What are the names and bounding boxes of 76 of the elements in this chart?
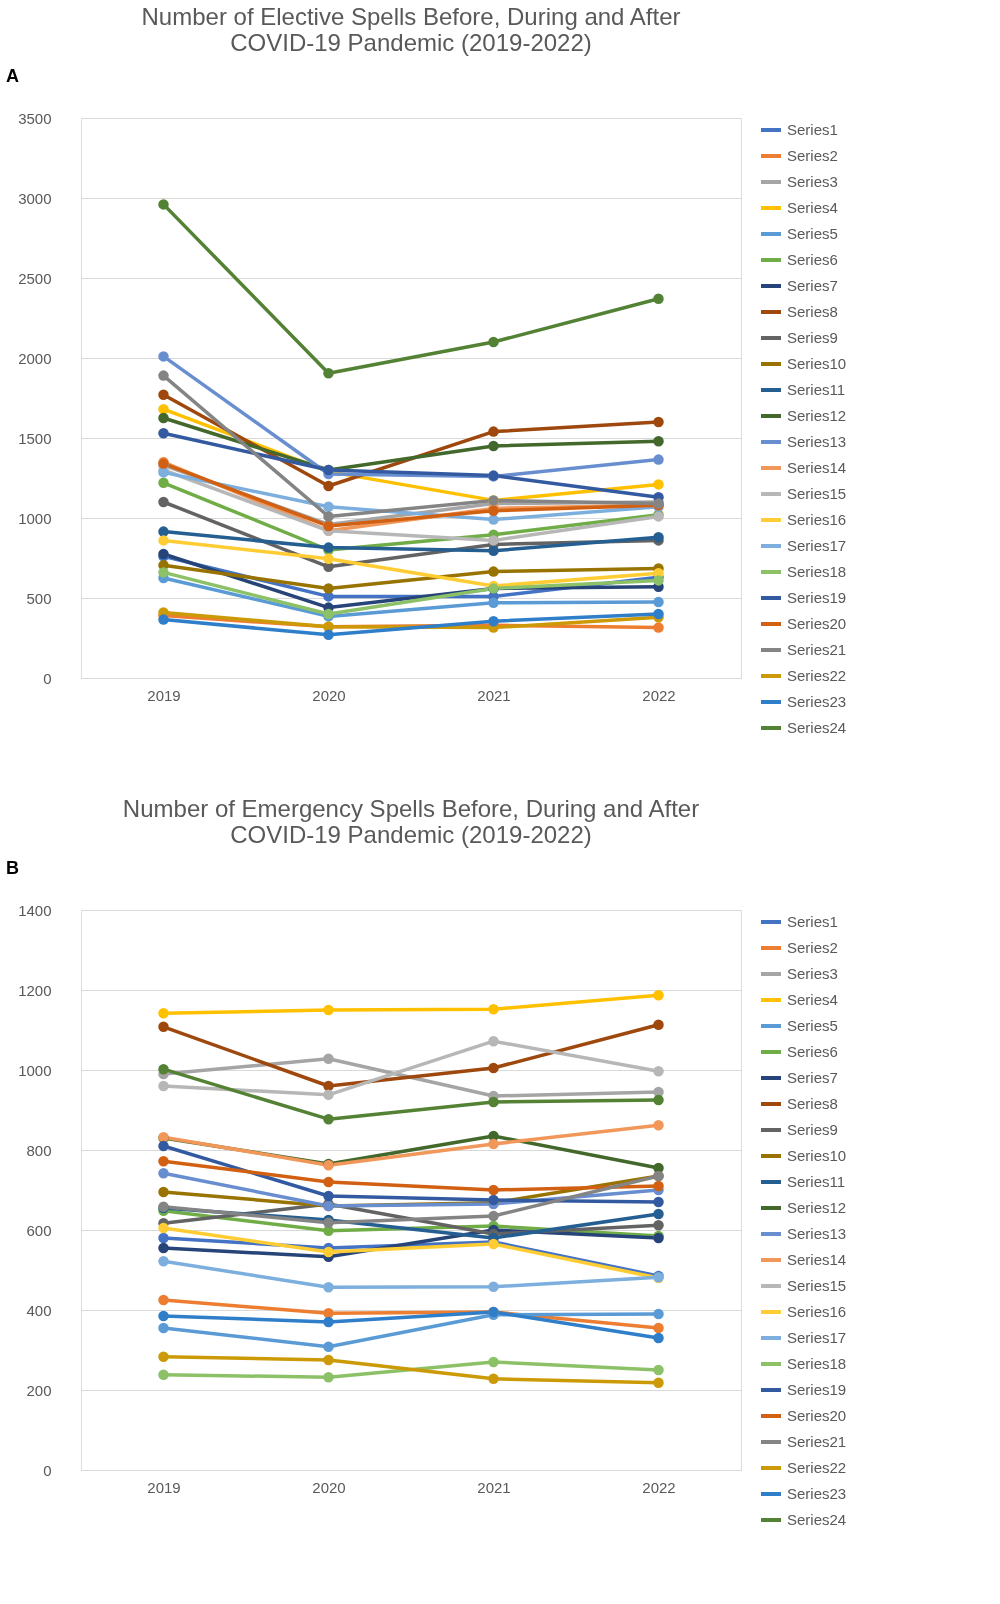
legend-label: Series5 <box>787 1017 838 1034</box>
x-tick-label: 2019 <box>147 686 181 704</box>
legend-label: Series14 <box>787 459 847 476</box>
legend-label: Series10 <box>787 1147 847 1164</box>
y-tick-label: 1400 <box>18 901 52 919</box>
legend-label: Series13 <box>787 433 847 450</box>
legend-label: Series22 <box>787 1459 847 1476</box>
legend-label: Series6 <box>787 1043 838 1060</box>
legend-label: Series23 <box>787 693 847 710</box>
legend-label: Series17 <box>787 1329 847 1346</box>
y-tick-label: 600 <box>26 1221 52 1239</box>
text: B <box>6 858 19 878</box>
legend-label: Series12 <box>787 407 847 424</box>
chart-title: Number of Elective Spells Before, During and After COVID-19 Pandemic (2019-2022) <box>141 3 681 56</box>
legend-label: Series18 <box>787 563 847 580</box>
legend-label: Series17 <box>787 537 847 554</box>
legend-label: Series8 <box>787 1095 838 1112</box>
y-tick-label: 3500 <box>18 109 52 127</box>
x-tick-label: 2020 <box>312 1478 346 1496</box>
chart-title: Number of Emergency Spells Before, During and After COVID-19 Pandemic (2019-2022) <box>122 795 700 848</box>
x-tick-label: 2021 <box>477 686 511 704</box>
y-tick-label: 1000 <box>18 1061 52 1079</box>
legend-label: Series4 <box>787 199 838 216</box>
legend-label: Series21 <box>787 641 847 658</box>
legend-label: Series20 <box>787 1407 847 1424</box>
legend-label: Series9 <box>787 1121 838 1138</box>
legend-label: Series10 <box>787 355 847 372</box>
y-tick-label: 200 <box>26 1381 52 1399</box>
y-tick-label: 500 <box>26 589 52 607</box>
legend-label: Series20 <box>787 615 847 632</box>
x-tick-label: 2021 <box>477 1478 511 1496</box>
legend-label: Series16 <box>787 511 847 528</box>
y-tick-label: 2000 <box>18 349 52 367</box>
y-tick-label: 400 <box>26 1301 52 1319</box>
legend-label: Series9 <box>787 329 838 346</box>
y-tick-label: 0 <box>43 669 52 687</box>
y-tick-label: 3000 <box>18 189 52 207</box>
legend-label: Series24 <box>787 719 847 736</box>
y-tick-label: 2500 <box>18 269 52 287</box>
legend-label: Series2 <box>787 147 838 164</box>
legend-label: Series7 <box>787 277 838 294</box>
legend-label: Series19 <box>787 589 847 606</box>
x-tick-label: 2020 <box>312 686 346 704</box>
legend-label: Series11 <box>787 381 846 398</box>
y-tick-label: 1200 <box>18 981 52 999</box>
x-tick-label: 2019 <box>147 1478 181 1496</box>
legend-label: Series22 <box>787 667 847 684</box>
text: A <box>6 66 19 86</box>
legend-label: Series15 <box>787 1277 847 1294</box>
legend-label: Series23 <box>787 1485 847 1502</box>
legend-label: Series8 <box>787 303 838 320</box>
legend-label: Series13 <box>787 1225 847 1242</box>
legend-label: Series19 <box>787 1381 847 1398</box>
legend-label: Series18 <box>787 1355 847 1372</box>
legend-label: Series3 <box>787 173 838 190</box>
y-tick-label: 1000 <box>18 509 52 527</box>
legend-label: Series21 <box>787 1433 847 1450</box>
legend-label: Series6 <box>787 251 838 268</box>
y-tick-label: 800 <box>26 1141 52 1159</box>
legend-label: Series4 <box>787 991 838 1008</box>
legend-label: Series11 <box>787 1173 846 1190</box>
legend-label: Series24 <box>787 1511 847 1528</box>
legend-label: Series2 <box>787 939 838 956</box>
legend-label: Series12 <box>787 1199 847 1216</box>
legend-label: Series16 <box>787 1303 847 1320</box>
legend-label: Series1 <box>787 121 838 138</box>
legend-label: Series3 <box>787 965 838 982</box>
y-tick-label: 0 <box>43 1461 52 1479</box>
legend-label: Series7 <box>787 1069 838 1086</box>
x-tick-label: 2022 <box>642 1478 676 1496</box>
x-tick-label: 2022 <box>642 686 676 704</box>
legend-label: Series15 <box>787 485 847 502</box>
y-tick-label: 1500 <box>18 429 52 447</box>
legend-label: Series1 <box>787 913 838 930</box>
legend-label: Series5 <box>787 225 838 242</box>
legend-label: Series14 <box>787 1251 847 1268</box>
